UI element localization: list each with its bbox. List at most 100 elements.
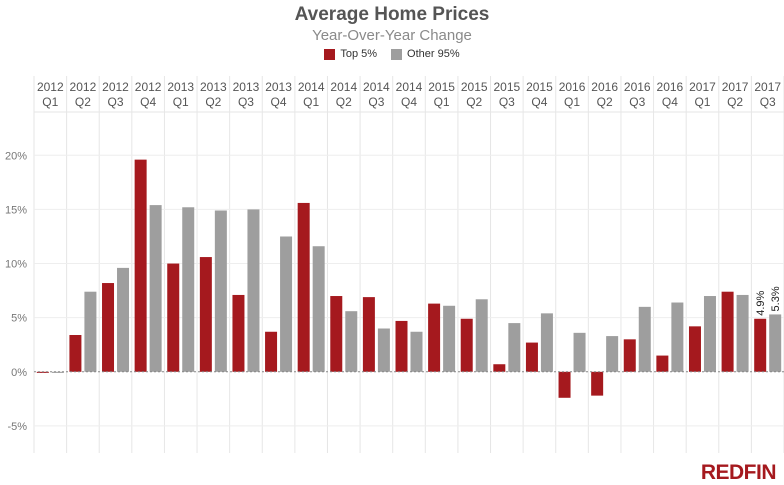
data-label: 4.9% <box>755 290 767 315</box>
bar-other-95 <box>671 302 684 372</box>
chart-title: Average Home Prices <box>294 4 490 25</box>
x-tick-year: 2013 <box>233 80 260 94</box>
x-tick-quarter: Q4 <box>662 95 678 109</box>
bar-top-5 <box>558 371 571 398</box>
bar-other-95 <box>51 371 64 373</box>
bar-other-95 <box>540 313 553 372</box>
x-tick-quarter: Q1 <box>434 95 450 109</box>
x-tick-quarter: Q2 <box>75 95 91 109</box>
bar-top-5 <box>167 263 180 372</box>
bar-top-5 <box>102 283 115 372</box>
x-tick-quarter: Q2 <box>205 95 221 109</box>
bar-top-5 <box>428 303 441 372</box>
x-tick-quarter: Q3 <box>108 95 124 109</box>
bar-other-95 <box>508 323 521 372</box>
x-tick-year: 2016 <box>657 80 684 94</box>
bar-top-5 <box>623 339 636 372</box>
y-tick-label: -5% <box>7 421 27 433</box>
bar-other-95 <box>377 328 390 372</box>
bar-top-5 <box>591 371 604 396</box>
x-tick-quarter: Q3 <box>499 95 515 109</box>
bar-top-5 <box>265 331 278 372</box>
bar-other-95 <box>247 209 260 372</box>
x-tick-quarter: Q1 <box>42 95 58 109</box>
x-tick-quarter: Q1 <box>564 95 580 109</box>
x-tick-quarter: Q1 <box>303 95 319 109</box>
x-tick-year: 2016 <box>559 80 586 94</box>
x-tick-quarter: Q3 <box>238 95 254 109</box>
bar-other-95 <box>573 332 586 372</box>
y-tick-label: 20% <box>5 150 27 162</box>
x-tick-quarter: Q3 <box>629 95 645 109</box>
bar-top-5 <box>656 355 669 372</box>
x-tick-year: 2013 <box>167 80 194 94</box>
bar-other-95 <box>149 205 162 372</box>
bar-chart: -5%0%5%10%15%20%2012Q12012Q22012Q32012Q4… <box>5 76 784 453</box>
bar-top-5 <box>362 297 375 372</box>
x-tick-year: 2016 <box>624 80 651 94</box>
bar-other-95 <box>182 207 195 372</box>
x-tick-year: 2014 <box>330 80 357 94</box>
bar-other-95 <box>443 305 456 372</box>
bar-top-5 <box>134 159 147 372</box>
chart-subtitle: Year-Over-Year Change <box>312 27 472 44</box>
x-tick-year: 2015 <box>493 80 520 94</box>
bar-other-95 <box>312 246 325 372</box>
x-tick-year: 2015 <box>526 80 553 94</box>
legend: Top 5% Other 95% <box>0 48 784 60</box>
x-tick-year: 2012 <box>37 80 64 94</box>
x-tick-year: 2017 <box>754 80 781 94</box>
legend-item-top-5[interactable]: Top 5% <box>324 48 377 60</box>
legend-swatch-other-95 <box>391 48 403 60</box>
data-label: 5.3% <box>770 286 782 311</box>
bar-top-5 <box>754 318 767 372</box>
x-tick-year: 2017 <box>722 80 749 94</box>
x-tick-quarter: Q1 <box>173 95 189 109</box>
x-tick-quarter: Q2 <box>597 95 613 109</box>
bar-top-5 <box>460 318 473 372</box>
y-tick-label: 0% <box>11 367 27 379</box>
redfin-logo: REDFIN <box>700 461 777 484</box>
x-tick-year: 2016 <box>591 80 618 94</box>
x-tick-year: 2013 <box>265 80 292 94</box>
x-tick-year: 2015 <box>428 80 455 94</box>
legend-item-other-95[interactable]: Other 95% <box>391 48 460 60</box>
x-tick-year: 2013 <box>200 80 227 94</box>
bar-top-5 <box>493 364 506 372</box>
bar-top-5 <box>199 257 212 372</box>
bar-top-5 <box>688 326 701 372</box>
legend-label-other-95: Other 95% <box>407 48 460 60</box>
bar-other-95 <box>475 299 488 372</box>
x-tick-year: 2014 <box>396 80 423 94</box>
bar-other-95 <box>117 267 130 372</box>
bar-other-95 <box>638 306 651 372</box>
x-tick-year: 2014 <box>298 80 325 94</box>
x-tick-year: 2012 <box>70 80 97 94</box>
x-tick-quarter: Q4 <box>140 95 156 109</box>
bar-other-95 <box>769 314 782 372</box>
legend-swatch-top-5 <box>324 48 336 60</box>
bar-other-95 <box>410 331 423 372</box>
bar-top-5 <box>232 294 245 372</box>
bar-top-5 <box>36 371 49 373</box>
bar-top-5 <box>297 202 310 372</box>
x-tick-quarter: Q4 <box>531 95 547 109</box>
x-tick-quarter: Q1 <box>694 95 710 109</box>
x-tick-quarter: Q2 <box>466 95 482 109</box>
bar-other-95 <box>736 294 749 372</box>
y-tick-label: 5% <box>11 313 27 325</box>
bar-other-95 <box>606 336 619 372</box>
x-tick-year: 2012 <box>102 80 129 94</box>
bar-other-95 <box>280 236 293 372</box>
x-tick-quarter: Q3 <box>760 95 776 109</box>
bar-other-95 <box>703 296 716 372</box>
bar-top-5 <box>721 291 734 372</box>
legend-label-top-5: Top 5% <box>340 48 378 60</box>
x-tick-quarter: Q4 <box>271 95 287 109</box>
x-tick-quarter: Q4 <box>401 95 417 109</box>
bar-top-5 <box>69 335 82 372</box>
bar-other-95 <box>214 210 227 372</box>
x-tick-year: 2014 <box>363 80 390 94</box>
bar-top-5 <box>395 320 408 372</box>
bar-other-95 <box>345 311 358 372</box>
